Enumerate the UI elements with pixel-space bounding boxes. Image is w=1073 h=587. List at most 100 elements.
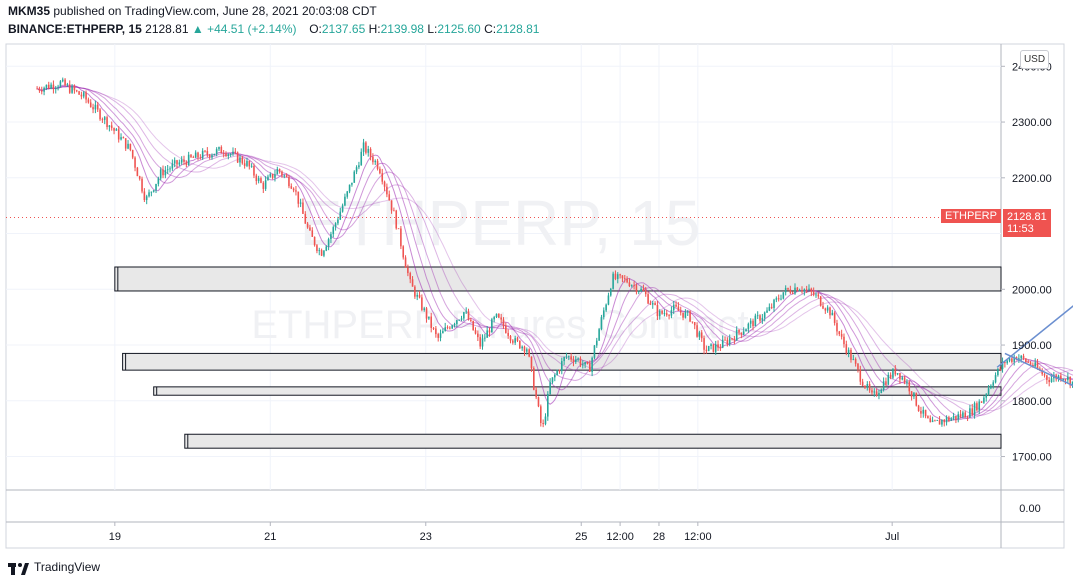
price-change: ▲ +44.51 (+2.14%) xyxy=(191,22,297,36)
time-axis[interactable]: 19 21 23 25 12:00 28 12:00 Jul xyxy=(109,522,900,543)
candle-body xyxy=(533,368,535,390)
candle-body xyxy=(630,285,633,287)
candle-body xyxy=(264,180,267,189)
candle-body xyxy=(726,339,729,345)
candle-body xyxy=(173,160,176,164)
time-tick-label: 12:00 xyxy=(606,531,634,543)
candle-body xyxy=(295,190,297,192)
candle-body xyxy=(547,393,549,417)
candle-body xyxy=(421,297,423,310)
candle-body xyxy=(696,325,698,337)
candle-body xyxy=(789,289,792,293)
price-tick-label: 2000.00 xyxy=(1012,284,1052,296)
candle-body xyxy=(337,219,339,224)
candle-body xyxy=(159,169,162,179)
candle-body xyxy=(735,329,738,341)
candle-body xyxy=(840,334,843,337)
candle-body xyxy=(150,191,153,193)
candle-body xyxy=(52,84,55,90)
open-label: O: xyxy=(309,22,322,36)
candle-body xyxy=(493,317,495,320)
candle-body xyxy=(598,329,600,341)
candle-body xyxy=(752,320,754,327)
candle-body xyxy=(749,320,752,324)
candle-body xyxy=(124,138,127,149)
candle-body xyxy=(276,169,279,175)
candle-body xyxy=(169,168,171,170)
candle-body xyxy=(274,174,276,178)
candle-body xyxy=(924,409,927,417)
candle-body xyxy=(609,288,612,296)
candle-body xyxy=(934,420,936,422)
candle-body xyxy=(703,338,705,350)
current-price-value: 2128.81 xyxy=(1007,211,1047,224)
support-zones[interactable] xyxy=(114,266,1002,449)
candle-body xyxy=(456,320,458,324)
candle-body xyxy=(68,84,71,93)
candle-body xyxy=(581,364,584,366)
candle-body xyxy=(407,267,409,274)
candle-body xyxy=(836,322,838,332)
candle-body xyxy=(824,308,827,311)
moving-average-line xyxy=(36,85,1073,412)
candle-body xyxy=(808,288,810,290)
candle-body xyxy=(362,142,365,152)
candle-body xyxy=(397,228,400,230)
candle-body xyxy=(782,292,785,299)
candle-body xyxy=(693,322,696,326)
candle-body xyxy=(759,315,761,321)
candle-body xyxy=(190,154,192,158)
candle-body xyxy=(784,287,787,293)
candle-body xyxy=(561,361,563,371)
candle-body xyxy=(745,329,747,332)
candle-body xyxy=(679,310,682,313)
candle-body xyxy=(404,257,407,268)
candle-body xyxy=(817,294,820,297)
candle-body xyxy=(428,316,430,319)
trend-arrow-line xyxy=(1004,352,1073,387)
candle-body xyxy=(990,385,992,389)
candle-body xyxy=(180,159,183,163)
candle-body xyxy=(614,273,617,279)
candle-body xyxy=(665,313,668,316)
candle-body xyxy=(199,157,202,159)
candle-body xyxy=(99,109,101,120)
candle-body xyxy=(565,356,568,358)
candle-body xyxy=(477,333,479,338)
moving-average-line xyxy=(36,85,1073,419)
candle-body xyxy=(164,170,167,176)
candle-body xyxy=(481,338,484,347)
candle-body xyxy=(663,313,666,314)
candle-body xyxy=(208,154,211,158)
candle-body xyxy=(950,418,953,421)
candle-body xyxy=(127,143,129,149)
candle-body xyxy=(299,202,302,204)
candle-body xyxy=(588,363,591,372)
candle-body xyxy=(367,148,370,153)
candle-body xyxy=(605,304,607,311)
candle-body xyxy=(302,202,304,214)
candle-body xyxy=(348,184,351,192)
candle-body xyxy=(903,377,906,383)
candle-body xyxy=(134,157,136,168)
currency-button[interactable]: USD xyxy=(1020,50,1049,69)
candle-body xyxy=(183,159,185,162)
candle-body xyxy=(936,420,939,421)
candle-body xyxy=(327,239,330,247)
candle-body xyxy=(325,246,328,251)
candle-body xyxy=(92,107,94,110)
candle-body xyxy=(866,384,869,388)
candle-body xyxy=(243,163,246,166)
candle-body xyxy=(719,347,722,349)
candle-body xyxy=(290,186,293,189)
candle-body xyxy=(948,417,950,421)
candle-body xyxy=(416,294,419,297)
candle-body xyxy=(551,377,554,383)
candle-body xyxy=(432,327,435,329)
candle-body xyxy=(899,373,901,380)
candle-body xyxy=(304,213,307,224)
moving-average-line xyxy=(36,85,1073,416)
candle-body xyxy=(1029,362,1032,365)
trend-arrows[interactable] xyxy=(996,292,1073,434)
